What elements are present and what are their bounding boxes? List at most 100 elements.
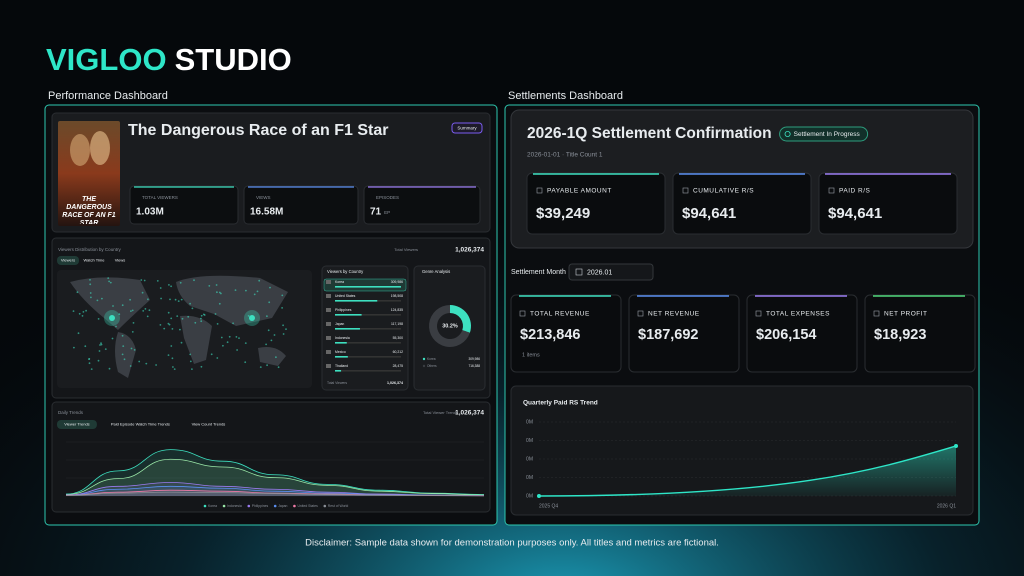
map-dot [160,297,163,300]
line [538,445,957,497]
map-dot [179,281,182,284]
map-dot [131,309,134,312]
tab[interactable]: Viewer Trends [64,422,90,427]
map-dot [121,353,124,356]
map-dot [138,360,141,363]
bar-track [335,370,401,372]
poster-text: THE DANGEROUS RACE OF AN F1 STAR [62,196,116,224]
status-badge [779,126,869,142]
tab[interactable]: Views [115,258,126,263]
list-title: Viewers by Country [327,269,364,274]
map-dot [200,365,203,368]
map-dot [216,357,219,359]
map-dot [244,342,247,344]
total-value: 1,026,374 [455,247,484,254]
legend-name: United States [297,504,318,508]
tab[interactable]: Paid Episode Watch Time Trends [111,422,170,427]
map-dot [84,345,87,348]
tab[interactable]: Watch Time [84,258,106,263]
card-value: $206,154 [756,327,816,343]
flag [326,294,331,298]
x-tick-label: 2026 Q1 [937,503,956,509]
card-label: PAID R/S [839,188,870,195]
country-value: 309,986 [391,280,403,284]
bar-track [335,356,401,358]
legend-name: Japan [278,504,287,508]
card-value: $94,641 [682,205,736,222]
bar [335,356,348,358]
tab-active [57,420,97,429]
country-name: Indonesia [335,336,350,340]
bar [335,286,401,288]
calendar-icon [575,268,583,276]
map-dot [88,362,91,365]
map-dot [121,334,124,337]
map-dot [108,280,110,283]
panel-title: Viewers Distribution by Country [58,247,121,252]
continent [176,275,288,326]
legend-value: 309,986 [468,357,480,361]
map-dot [90,368,93,370]
chart-title: Quarterly Paid RS Trend [523,400,598,407]
map-dot [268,301,271,304]
bar-track [335,328,401,330]
map-dot [107,277,110,279]
y-tick-label: 0M [526,438,533,444]
map-dot [89,292,92,294]
map-dot [269,286,271,289]
legend-name: Philippines [252,504,269,508]
country-value: 198,508 [391,294,403,298]
map-dot [208,285,211,287]
country-name: Japan [335,322,344,326]
map-dot [180,341,183,344]
card-value: $213,846 [520,327,580,343]
map-dot [236,349,239,351]
map-dot [200,317,202,320]
card-label: NET REVENUE [648,311,700,318]
map-dot [191,368,193,370]
card-icon [682,187,689,194]
legend-name: Indonesia [227,504,242,508]
summary-card [864,294,976,373]
area [66,492,484,496]
legend-dot [222,504,226,508]
map-dot [245,289,247,292]
map-dot [267,329,270,332]
bar [335,328,360,330]
stat-value: 71 [370,207,382,218]
stat-label: TOTAL VIEWERS [142,195,178,200]
map-dot [168,284,170,286]
list-footer-label: Total Viewers [327,381,347,385]
map-dot [270,339,273,342]
map-dot [130,347,133,350]
map-dot [130,310,132,312]
country-value: 124,835 [391,308,403,312]
tab[interactable]: View Count Trends [192,422,226,427]
stat-card [243,185,359,225]
row-active [323,278,407,292]
map-dot [169,298,171,301]
tab[interactable]: Viewers [61,258,75,263]
map-dot [214,313,217,315]
map-dot [210,353,213,356]
map-dot [109,281,112,284]
summary-card [510,294,622,373]
x-tick-label: 2025 Q4 [539,503,558,509]
country-value: 55,300 [393,336,403,340]
map-dot [253,293,256,296]
status-text: Settlement In Progress [794,131,861,138]
month-select[interactable] [568,263,654,281]
amount-card [526,172,666,235]
section-label: Settlements Dashboard [508,90,623,102]
map-dot [187,315,190,318]
map-dot [133,349,136,351]
map-dot [89,283,92,286]
map-dot [163,327,166,330]
stat-value: 16.58M [250,207,283,218]
genre-panel [413,265,486,391]
amount-card [818,172,958,235]
map-dot [258,279,261,282]
summary-button[interactable] [451,122,483,134]
map-dot [180,298,183,301]
